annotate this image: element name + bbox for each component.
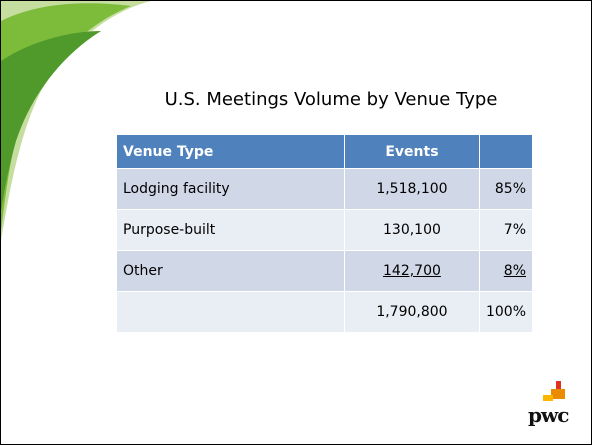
slide-title: U.S. Meetings Volume by Venue Type: [116, 89, 546, 110]
slide: U.S. Meetings Volume by Venue Type Venue…: [0, 0, 592, 445]
cell-text: Purpose-built: [123, 222, 215, 238]
table-cell: 8%: [479, 251, 532, 292]
cell-text: 130,100: [383, 222, 441, 238]
cell-text: 100%: [486, 304, 526, 320]
cell-text: Other: [123, 263, 163, 279]
table-cell: Lodging facility: [117, 169, 345, 210]
table-cell: 130,100: [344, 210, 479, 251]
table-cell: [117, 292, 345, 333]
table-cell: 85%: [479, 169, 532, 210]
table-cell: 142,700: [344, 251, 479, 292]
cell-text: 142,700: [383, 263, 441, 279]
table-cell: 7%: [479, 210, 532, 251]
table-cell: Other: [117, 251, 345, 292]
cell-text: 85%: [495, 181, 526, 197]
table-row: Other 142,700 8%: [117, 251, 533, 292]
cell-text: 8%: [504, 263, 526, 279]
header-cell: Venue Type: [117, 135, 345, 169]
table-cell: 100%: [479, 292, 532, 333]
logo-text: pwc: [528, 403, 568, 427]
cell-text: Lodging facility: [123, 181, 230, 197]
table-cell: Purpose-built: [117, 210, 345, 251]
table-cell: 1,518,100: [344, 169, 479, 210]
header-cell: [479, 135, 532, 169]
venue-table: Venue Type Events Lodging facility 1,518,…: [116, 134, 533, 333]
table-cell: 1,790,800: [344, 292, 479, 333]
cell-text: 1,790,800: [376, 304, 447, 320]
table-row: 1,790,800 100%: [117, 292, 533, 333]
header-cell: Events: [344, 135, 479, 169]
cell-text: 1,518,100: [376, 181, 447, 197]
cell-text: 7%: [504, 222, 526, 238]
table-row: Lodging facility 1,518,100 85%: [117, 169, 533, 210]
table-row: Purpose-built 130,100 7%: [117, 210, 533, 251]
header-row: Venue Type Events: [117, 135, 533, 169]
